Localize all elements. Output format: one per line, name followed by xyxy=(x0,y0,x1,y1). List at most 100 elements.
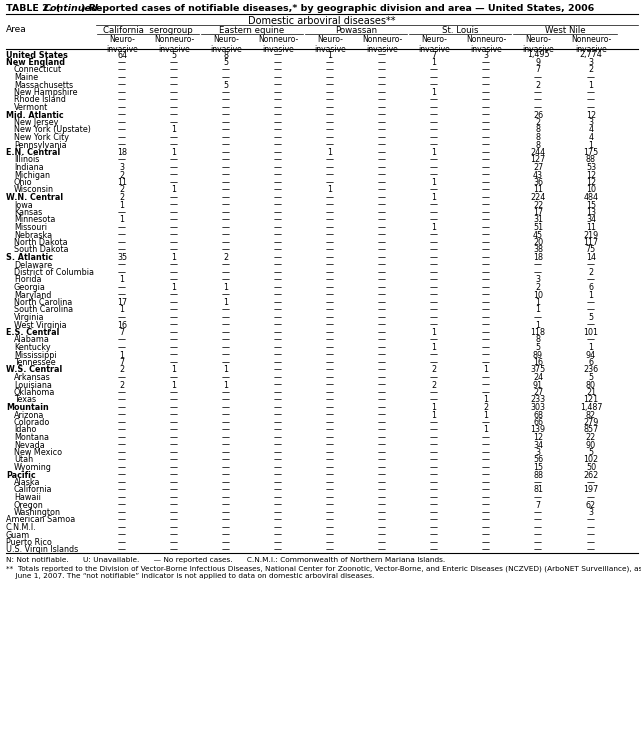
Text: —: — xyxy=(378,545,386,554)
Text: —: — xyxy=(378,516,386,525)
Text: —: — xyxy=(378,456,386,464)
Text: —: — xyxy=(170,410,178,419)
Text: —: — xyxy=(118,103,126,112)
Text: —: — xyxy=(222,523,230,532)
Text: —: — xyxy=(118,493,126,502)
Text: —: — xyxy=(170,425,178,435)
Text: —: — xyxy=(222,343,230,352)
Text: 236: 236 xyxy=(583,366,599,375)
Text: —: — xyxy=(222,463,230,472)
Text: —: — xyxy=(587,96,595,105)
Text: —: — xyxy=(378,403,386,412)
Text: —: — xyxy=(430,80,438,90)
Text: —: — xyxy=(170,231,178,240)
Text: Nonneuro-
invasive: Nonneuro- invasive xyxy=(466,35,506,54)
Text: —: — xyxy=(118,448,126,457)
Text: South Dakota: South Dakota xyxy=(14,246,69,255)
Text: —: — xyxy=(482,538,490,547)
Text: —: — xyxy=(222,433,230,442)
Text: 20: 20 xyxy=(533,238,543,247)
Text: 6: 6 xyxy=(588,358,594,367)
Text: —: — xyxy=(170,223,178,232)
Text: —: — xyxy=(274,88,282,97)
Text: —: — xyxy=(482,253,490,262)
Text: 64: 64 xyxy=(117,50,127,59)
Text: Nebraska: Nebraska xyxy=(14,231,52,240)
Text: —: — xyxy=(482,328,490,337)
Text: —: — xyxy=(118,96,126,105)
Text: —: — xyxy=(274,523,282,532)
Text: California  serogroup: California serogroup xyxy=(103,26,193,35)
Text: —: — xyxy=(378,328,386,337)
Text: TABLE 2. (: TABLE 2. ( xyxy=(6,4,60,13)
Text: —: — xyxy=(587,538,595,547)
Text: South Carolina: South Carolina xyxy=(14,306,73,315)
Text: —: — xyxy=(482,283,490,292)
Text: —: — xyxy=(482,171,490,180)
Text: Nonneuro-
invasive: Nonneuro- invasive xyxy=(154,35,194,54)
Text: —: — xyxy=(534,508,542,517)
Text: 3: 3 xyxy=(588,508,594,517)
Text: —: — xyxy=(326,343,334,352)
Text: —: — xyxy=(222,493,230,502)
Text: 2: 2 xyxy=(535,118,540,127)
Text: —: — xyxy=(378,538,386,547)
Text: —: — xyxy=(222,111,230,119)
Text: —: — xyxy=(170,523,178,532)
Text: New Mexico: New Mexico xyxy=(14,448,62,457)
Text: —: — xyxy=(170,65,178,74)
Text: —: — xyxy=(274,366,282,375)
Text: —: — xyxy=(170,215,178,225)
Text: —: — xyxy=(274,478,282,487)
Text: Mid. Atlantic: Mid. Atlantic xyxy=(6,111,63,119)
Text: —: — xyxy=(170,516,178,525)
Text: —: — xyxy=(430,433,438,442)
Text: —: — xyxy=(482,200,490,209)
Text: —: — xyxy=(482,103,490,112)
Text: —: — xyxy=(482,463,490,472)
Text: 1: 1 xyxy=(119,215,124,225)
Text: —: — xyxy=(430,418,438,427)
Text: —: — xyxy=(430,501,438,510)
Text: —: — xyxy=(170,313,178,322)
Text: —: — xyxy=(378,508,386,517)
Text: —: — xyxy=(170,403,178,412)
Text: —: — xyxy=(170,103,178,112)
Text: —: — xyxy=(170,118,178,127)
Text: 1: 1 xyxy=(328,148,333,157)
Text: —: — xyxy=(378,501,386,510)
Text: —: — xyxy=(326,335,334,344)
Text: —: — xyxy=(482,80,490,90)
Text: —: — xyxy=(326,80,334,90)
Text: —: — xyxy=(430,493,438,502)
Text: —: — xyxy=(118,343,126,352)
Text: —: — xyxy=(222,238,230,247)
Text: —: — xyxy=(326,448,334,457)
Text: —: — xyxy=(222,538,230,547)
Text: —: — xyxy=(430,485,438,494)
Text: 1: 1 xyxy=(172,253,176,262)
Text: —: — xyxy=(587,478,595,487)
Text: —: — xyxy=(378,523,386,532)
Text: —: — xyxy=(378,223,386,232)
Text: —: — xyxy=(170,275,178,284)
Text: —: — xyxy=(274,403,282,412)
Text: —: — xyxy=(274,343,282,352)
Text: —: — xyxy=(222,321,230,329)
Text: —: — xyxy=(482,350,490,360)
Text: —: — xyxy=(326,96,334,105)
Text: Hawaii: Hawaii xyxy=(14,493,41,502)
Text: —: — xyxy=(326,410,334,419)
Text: —: — xyxy=(482,441,490,450)
Text: 8: 8 xyxy=(535,125,540,134)
Text: —: — xyxy=(430,516,438,525)
Text: 11: 11 xyxy=(586,223,596,232)
Text: 1: 1 xyxy=(328,186,333,194)
Text: Domestic arboviral diseases**: Domestic arboviral diseases** xyxy=(248,16,395,26)
Text: —: — xyxy=(430,125,438,134)
Text: 9: 9 xyxy=(535,58,540,67)
Text: —: — xyxy=(170,531,178,539)
Text: —: — xyxy=(534,516,542,525)
Text: Georgia: Georgia xyxy=(14,283,46,292)
Text: —: — xyxy=(430,358,438,367)
